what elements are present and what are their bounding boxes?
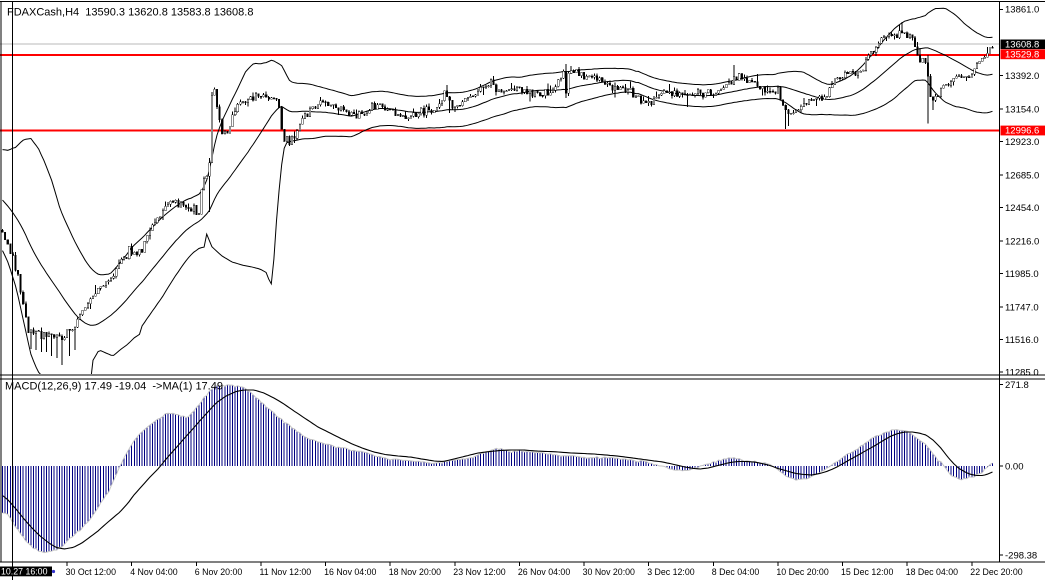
svg-text:11747.0: 11747.0	[1005, 302, 1039, 313]
svg-text:30 Nov 20:00: 30 Nov 20:00	[583, 567, 635, 577]
svg-text:12996.6: 12996.6	[1005, 126, 1039, 137]
svg-text:13154.0: 13154.0	[1005, 104, 1039, 115]
svg-text:FDAXCash,H4 13590.3 13620.8 1: FDAXCash,H4 13590.3 13620.8 13583.8 1360…	[7, 7, 253, 19]
svg-text:15 Dec 12:00: 15 Dec 12:00	[841, 567, 893, 577]
svg-text:12923.0: 12923.0	[1005, 137, 1039, 148]
svg-text:10.27 16:00: 10.27 16:00	[1, 567, 48, 577]
svg-text:16 Nov 04:00: 16 Nov 04:00	[324, 567, 376, 577]
svg-text:10 Dec 20:00: 10 Dec 20:00	[776, 567, 828, 577]
svg-text:13529.8: 13529.8	[1005, 49, 1039, 60]
svg-text:12216.0: 12216.0	[1005, 236, 1039, 247]
svg-text:0.00: 0.00	[1005, 461, 1024, 472]
svg-text:3 Dec 12:00: 3 Dec 12:00	[647, 567, 695, 577]
svg-text:4 Nov 04:00: 4 Nov 04:00	[130, 567, 178, 577]
svg-text:8 Dec 04:00: 8 Dec 04:00	[712, 567, 760, 577]
svg-text:26 Nov 04:00: 26 Nov 04:00	[518, 567, 570, 577]
svg-text:6 Nov 20:00: 6 Nov 20:00	[195, 567, 243, 577]
svg-text:271.8: 271.8	[1005, 380, 1029, 391]
svg-text:11985.0: 11985.0	[1005, 269, 1039, 280]
svg-text:13392.0: 13392.0	[1005, 71, 1039, 82]
svg-text:12685.0: 12685.0	[1005, 170, 1039, 181]
svg-text:23 Nov 12:00: 23 Nov 12:00	[453, 567, 505, 577]
svg-text:30 Oct 12:00: 30 Oct 12:00	[66, 567, 116, 577]
svg-text:13861.0: 13861.0	[1005, 5, 1039, 16]
svg-text:12454.0: 12454.0	[1005, 203, 1039, 214]
svg-text:11 Nov 12:00: 11 Nov 12:00	[260, 567, 312, 577]
svg-text:MACD(12,26,9) 17.49 -19.04 ->: MACD(12,26,9) 17.49 -19.04 ->MA(1) 17.49	[5, 381, 223, 393]
svg-text:18 Nov 20:00: 18 Nov 20:00	[389, 567, 441, 577]
svg-text:11285.0: 11285.0	[1005, 367, 1039, 378]
svg-text:-298.38: -298.38	[1005, 550, 1037, 561]
svg-text:11516.0: 11516.0	[1005, 335, 1039, 346]
svg-text:18 Dec 04:00: 18 Dec 04:00	[906, 567, 958, 577]
svg-text:22 Dec 20:00: 22 Dec 20:00	[970, 567, 1022, 577]
